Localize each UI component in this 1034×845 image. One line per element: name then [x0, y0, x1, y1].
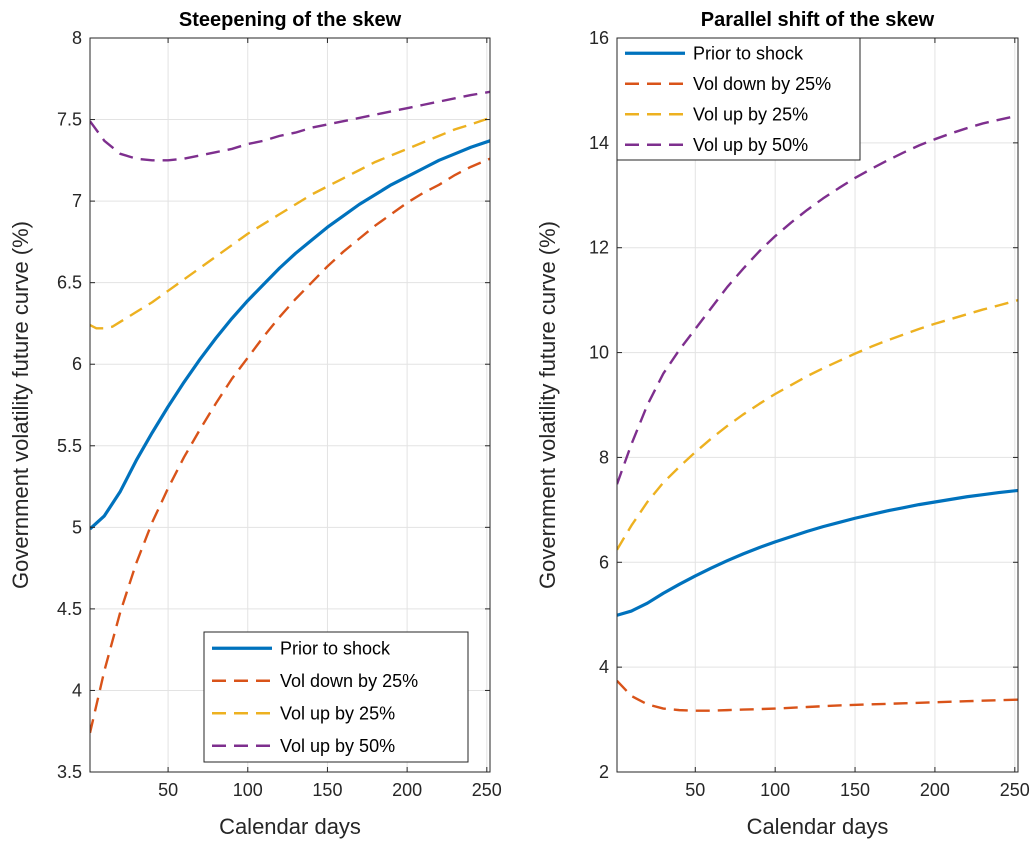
legend-label-2: Vol up by 25%: [280, 703, 395, 723]
legend-label-0: Prior to shock: [280, 638, 391, 658]
legend-box: [616, 37, 861, 161]
series-line-1: [90, 157, 490, 734]
x-tick-label: 100: [760, 780, 790, 800]
series-line-2: [90, 116, 490, 330]
legend-label-3: Vol up by 50%: [693, 135, 808, 155]
series-group: [617, 114, 1018, 712]
y-tick-label: 6.5: [57, 273, 82, 293]
y-tick-label: 6: [72, 354, 82, 374]
axes-box: [89, 37, 491, 773]
y-tick-label: 7: [72, 191, 82, 211]
series-line-0: [90, 139, 490, 531]
series-line-1: [617, 679, 1018, 712]
legend-label-1: Vol down by 25%: [693, 74, 831, 94]
x-axis-label: Calendar days: [747, 814, 889, 839]
x-axis-label: Calendar days: [219, 814, 361, 839]
x-tick-label: 50: [685, 780, 705, 800]
y-tick-label: 7.5: [57, 110, 82, 130]
chart-title: Parallel shift of the skew: [701, 9, 935, 31]
x-tick-label: 200: [392, 780, 422, 800]
legend-label-0: Prior to shock: [693, 43, 804, 63]
left-chart-steepening: Steepening of the skew Calendar days Gov…: [8, 9, 502, 839]
legend: Prior to shock Vol down by 25% Vol up by 2…: [203, 631, 469, 763]
legend: Prior to shock Vol down by 25% Vol up by 2…: [616, 37, 861, 161]
y-tick-label: 10: [589, 343, 609, 363]
series-line-3: [90, 90, 490, 162]
x-tick-label: 150: [312, 780, 342, 800]
series-group: [90, 90, 490, 734]
y-axis-label: Government volatility future curve (%): [535, 221, 560, 589]
y-tick-label: 16: [589, 28, 609, 48]
y-tick-label: 14: [589, 133, 609, 153]
x-tick-label: 50: [158, 780, 178, 800]
x-tick-label: 100: [233, 780, 263, 800]
y-tick-label: 8: [72, 28, 82, 48]
x-tick-label: 250: [1000, 780, 1030, 800]
y-tick-label: 5: [72, 517, 82, 537]
y-tick-label: 4: [72, 680, 82, 700]
x-tick-label: 200: [920, 780, 950, 800]
y-tick-label: 2: [599, 762, 609, 782]
y-tick-label: 3.5: [57, 762, 82, 782]
legend-box: [203, 631, 469, 763]
legend-label-3: Vol up by 50%: [280, 736, 395, 756]
series-line-0: [617, 488, 1018, 617]
y-tick-label: 4.5: [57, 599, 82, 619]
series-line-2: [617, 298, 1018, 551]
y-axis-label: Government volatility future curve (%): [8, 221, 33, 589]
y-tick-label: 12: [589, 238, 609, 258]
y-tick-label: 6: [599, 552, 609, 572]
y-tick-label: 4: [599, 657, 609, 677]
legend-label-1: Vol down by 25%: [280, 671, 418, 691]
x-tick-label: 250: [472, 780, 502, 800]
chart-title: Steepening of the skew: [179, 9, 402, 31]
right-chart-parallel-shift: Parallel shift of the skew Calendar days…: [535, 9, 1030, 839]
y-tick-label: 8: [599, 447, 609, 467]
y-tick-label: 5.5: [57, 436, 82, 456]
legend-label-2: Vol up by 25%: [693, 104, 808, 124]
x-tick-label: 150: [840, 780, 870, 800]
